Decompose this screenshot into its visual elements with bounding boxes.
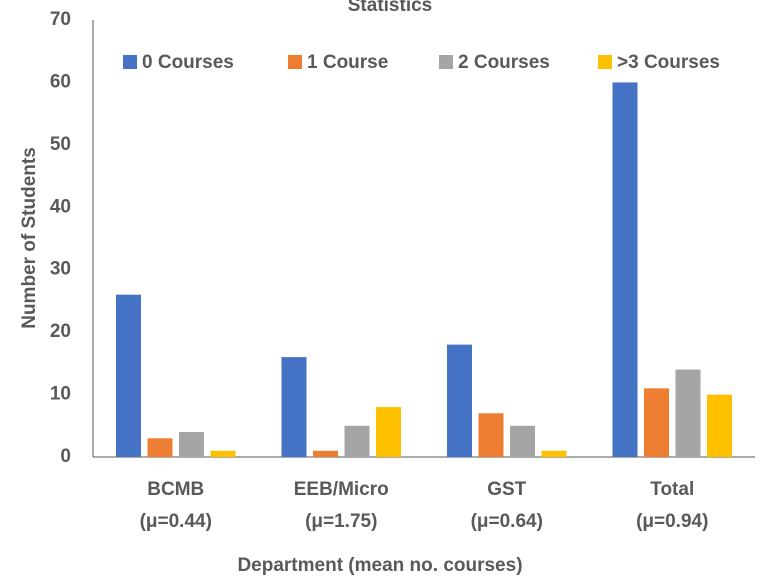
bar	[179, 432, 204, 457]
bar	[313, 450, 338, 457]
bar	[116, 294, 141, 457]
y-tick-label: 60	[50, 71, 71, 92]
bar	[344, 425, 370, 457]
bar	[612, 82, 638, 457]
x-tick-label: Total (μ=0.94)	[636, 479, 708, 532]
y-tick-label: 50	[50, 134, 71, 155]
y-tick-label: 0	[60, 446, 71, 467]
legend-label: 0 Courses	[142, 52, 234, 73]
x-tick-label: EEB/Micro (μ=1.75)	[294, 479, 389, 532]
bar	[478, 413, 504, 457]
bar	[281, 357, 307, 457]
y-tick-label: 40	[50, 196, 71, 217]
bar	[707, 394, 732, 457]
x-axis-label: Department (mean no. courses)	[237, 555, 522, 576]
y-tick-label: 20	[50, 321, 71, 342]
bar	[510, 425, 535, 457]
legend-swatch	[123, 55, 137, 69]
legend-label: >3 Courses	[617, 52, 720, 73]
y-tick-label: 10	[50, 384, 71, 405]
y-axis-label: Number of Students	[19, 147, 40, 329]
chart-title: Statistics	[348, 0, 432, 16]
y-tick-label: 70	[50, 9, 71, 30]
x-tick-label: GST (μ=0.64)	[471, 479, 543, 532]
bar	[147, 438, 173, 457]
y-tick-label: 30	[50, 259, 71, 280]
bar	[675, 369, 701, 457]
legend-label: 2 Courses	[458, 52, 550, 73]
legend-label: 1 Course	[307, 52, 388, 73]
x-tick-label: BCMB (μ=0.44)	[140, 479, 212, 532]
legend-swatch	[288, 55, 302, 69]
bar	[644, 388, 669, 457]
bar	[376, 407, 401, 457]
bar	[210, 450, 236, 457]
bar	[447, 344, 472, 457]
legend-swatch	[598, 55, 612, 69]
bar	[541, 450, 567, 457]
legend-swatch	[439, 55, 453, 69]
